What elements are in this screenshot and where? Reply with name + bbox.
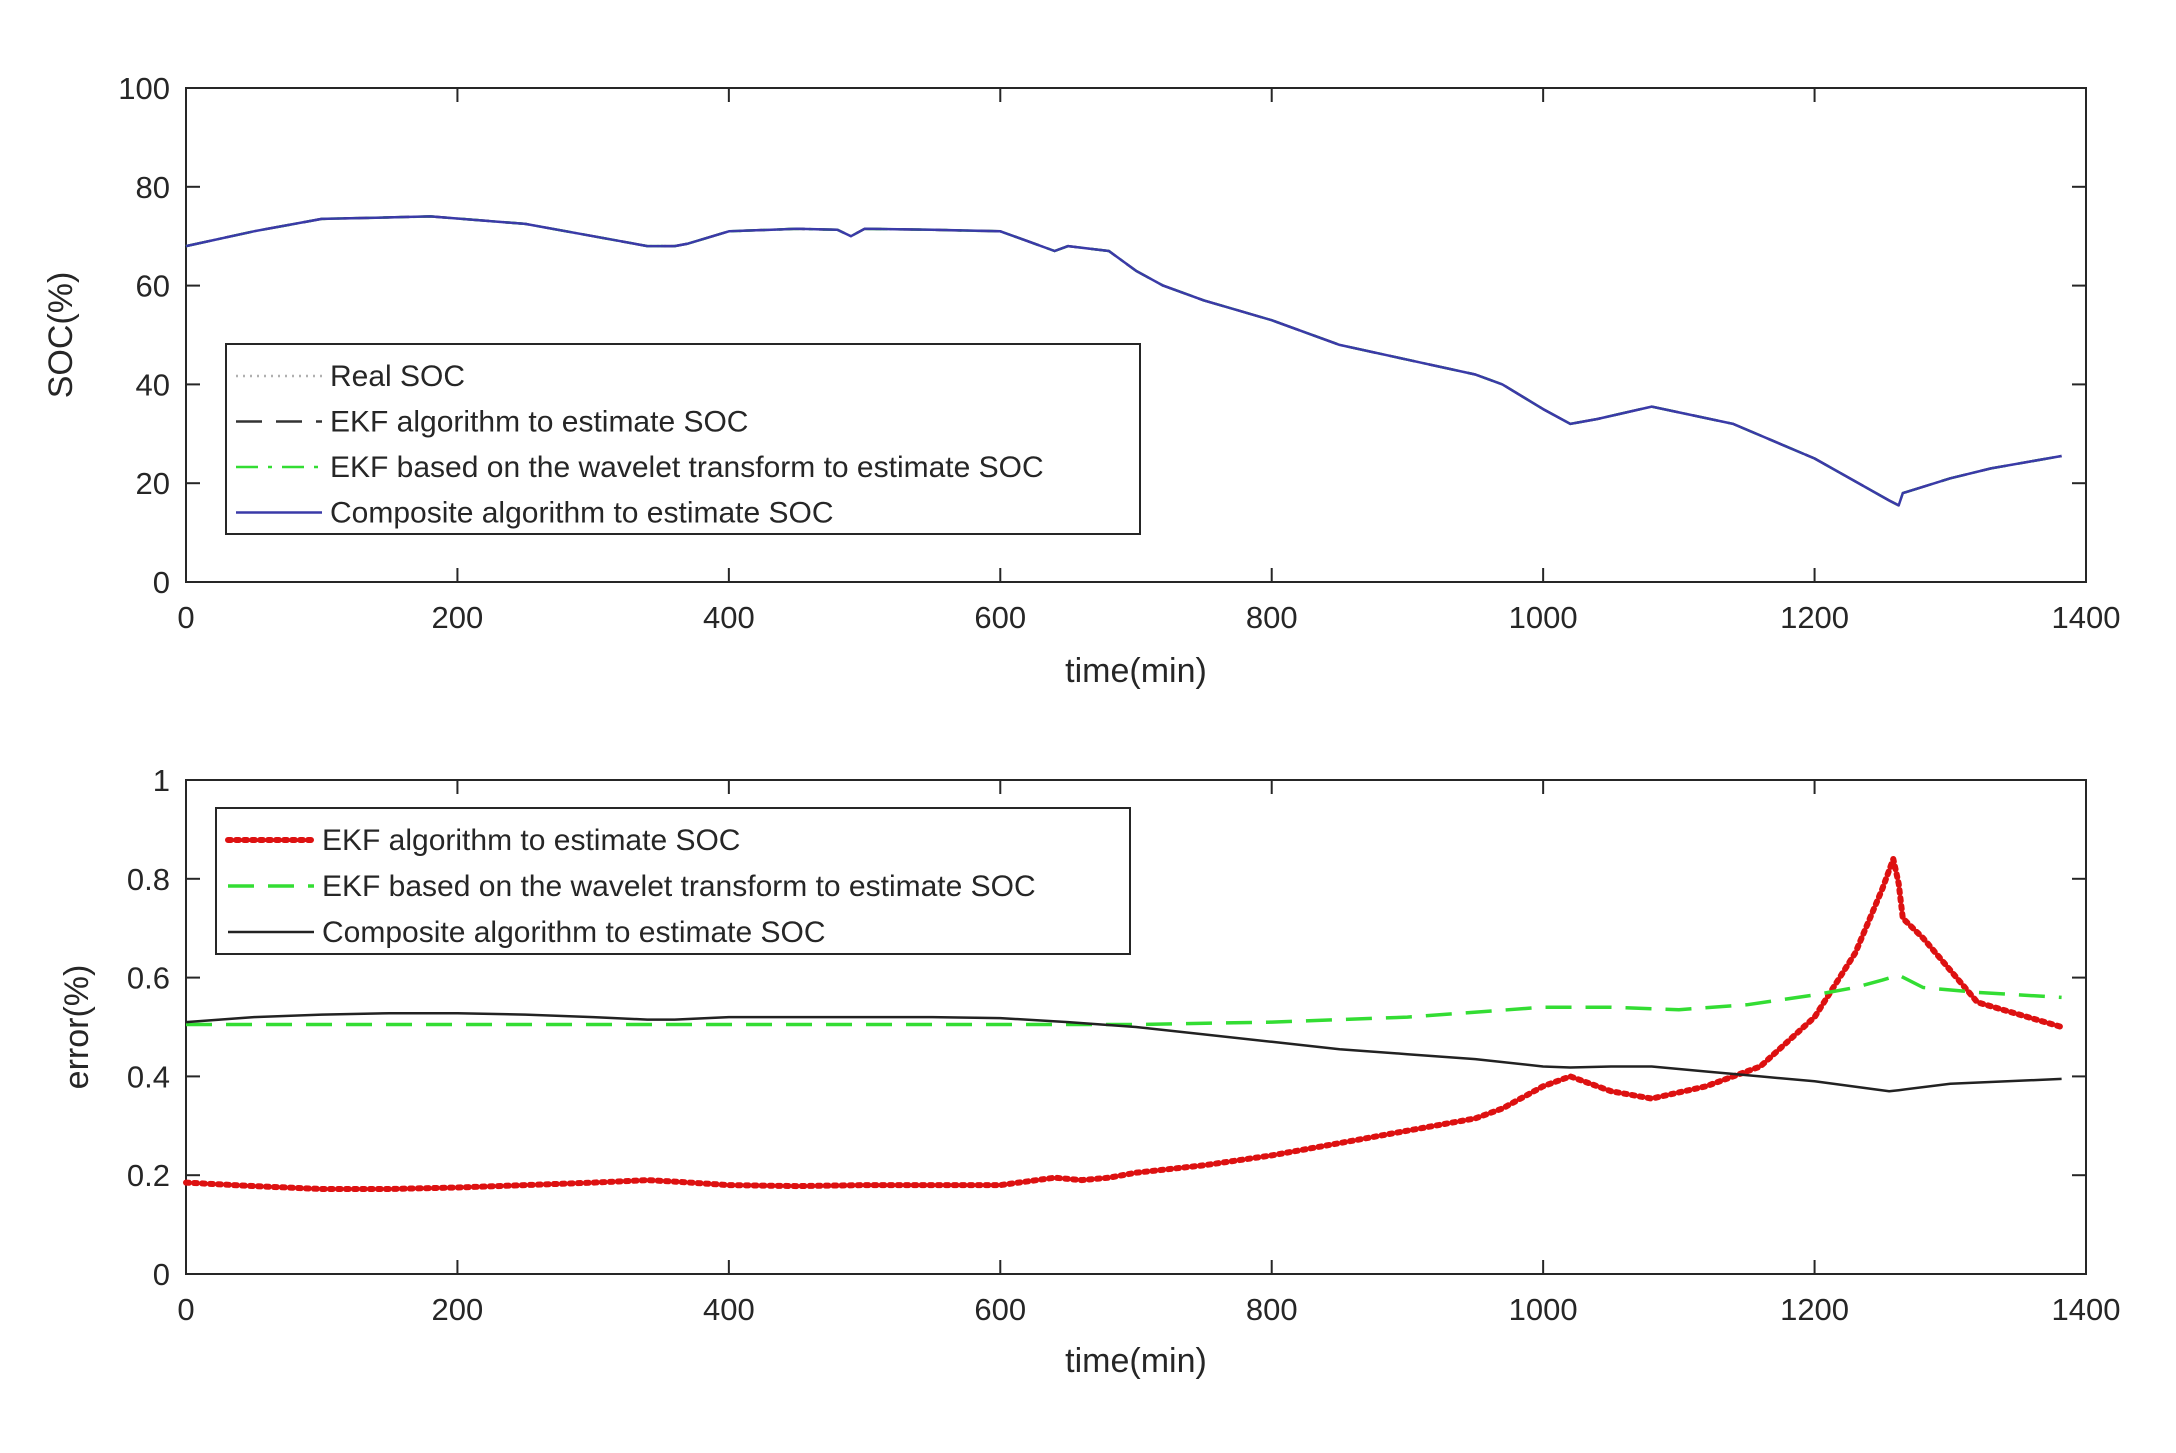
series-line-3 — [185, 215, 2062, 507]
soc-chart: 0 200 400 600 800 1000 1200 1400 0 20 40 60 80 100 tim… — [42, 71, 2120, 690]
legend-box — [225, 343, 1141, 535]
y-tick-label: 0.2 — [127, 1158, 170, 1193]
x-tick-label: 1200 — [1780, 1292, 1849, 1327]
x-tick-label: 800 — [1246, 1292, 1298, 1327]
x-tick-label: 400 — [703, 1292, 755, 1327]
legend-label-2: EKF based on the wavelet transform to es… — [330, 451, 1044, 484]
legend-label-3: Composite algorithm to estimate SOC — [330, 497, 834, 530]
x-tick-label: 200 — [432, 600, 484, 635]
y-axis-label: SOC(%) — [42, 272, 80, 399]
y-tick-label: 0.6 — [127, 961, 170, 996]
y-tick-label: 0.4 — [127, 1059, 170, 1094]
legend-label-1: EKF algorithm to estimate SOC — [330, 406, 748, 439]
x-tick-label: 400 — [703, 600, 755, 635]
x-tick-label: 1200 — [1780, 600, 1849, 635]
y-tick-label: 0.8 — [127, 862, 170, 897]
x-tick-label: 1400 — [2052, 1292, 2121, 1327]
legend-label-2: Composite algorithm to estimate SOC — [322, 916, 826, 949]
y-tick-label: 20 — [136, 466, 170, 501]
legend-label-0: EKF algorithm to estimate SOC — [322, 824, 740, 857]
x-tick-label: 1400 — [2052, 600, 2121, 635]
x-axis-label: time(min) — [1065, 652, 1207, 690]
x-tick-label: 1000 — [1509, 1292, 1578, 1327]
y-tick-label: 40 — [136, 367, 170, 402]
y-tick-label: 60 — [136, 269, 170, 304]
x-tick-label: 0 — [177, 600, 194, 635]
x-tick-label: 800 — [1246, 600, 1298, 635]
series-line-1 — [186, 973, 2062, 1027]
x-tick-label: 600 — [974, 1292, 1026, 1327]
x-tick-label: 600 — [974, 600, 1026, 635]
y-tick-label: 80 — [136, 170, 170, 205]
x-tick-label: 1000 — [1509, 600, 1578, 635]
y-tick-label: 1 — [153, 763, 170, 798]
series-line-2 — [185, 1011, 2062, 1093]
x-tick-label: 200 — [432, 1292, 484, 1327]
legend-box — [215, 807, 1131, 955]
x-tick-label: 0 — [177, 1292, 194, 1327]
legend-label-0: Real SOC — [330, 360, 465, 393]
series-line-0 — [183, 856, 2065, 1192]
y-tick-label: 0 — [153, 565, 170, 600]
legend-label-1: EKF based on the wavelet transform to es… — [322, 870, 1036, 903]
y-tick-label: 100 — [118, 71, 170, 106]
x-axis-label: time(min) — [1065, 1342, 1207, 1380]
error-chart: 0 200 400 600 800 1000 1200 1400 0 0.2 0.4 0.6 0.8 1 t… — [58, 763, 2120, 1380]
y-axis-label: error(%) — [58, 965, 96, 1090]
y-tick-label: 0 — [153, 1257, 170, 1292]
